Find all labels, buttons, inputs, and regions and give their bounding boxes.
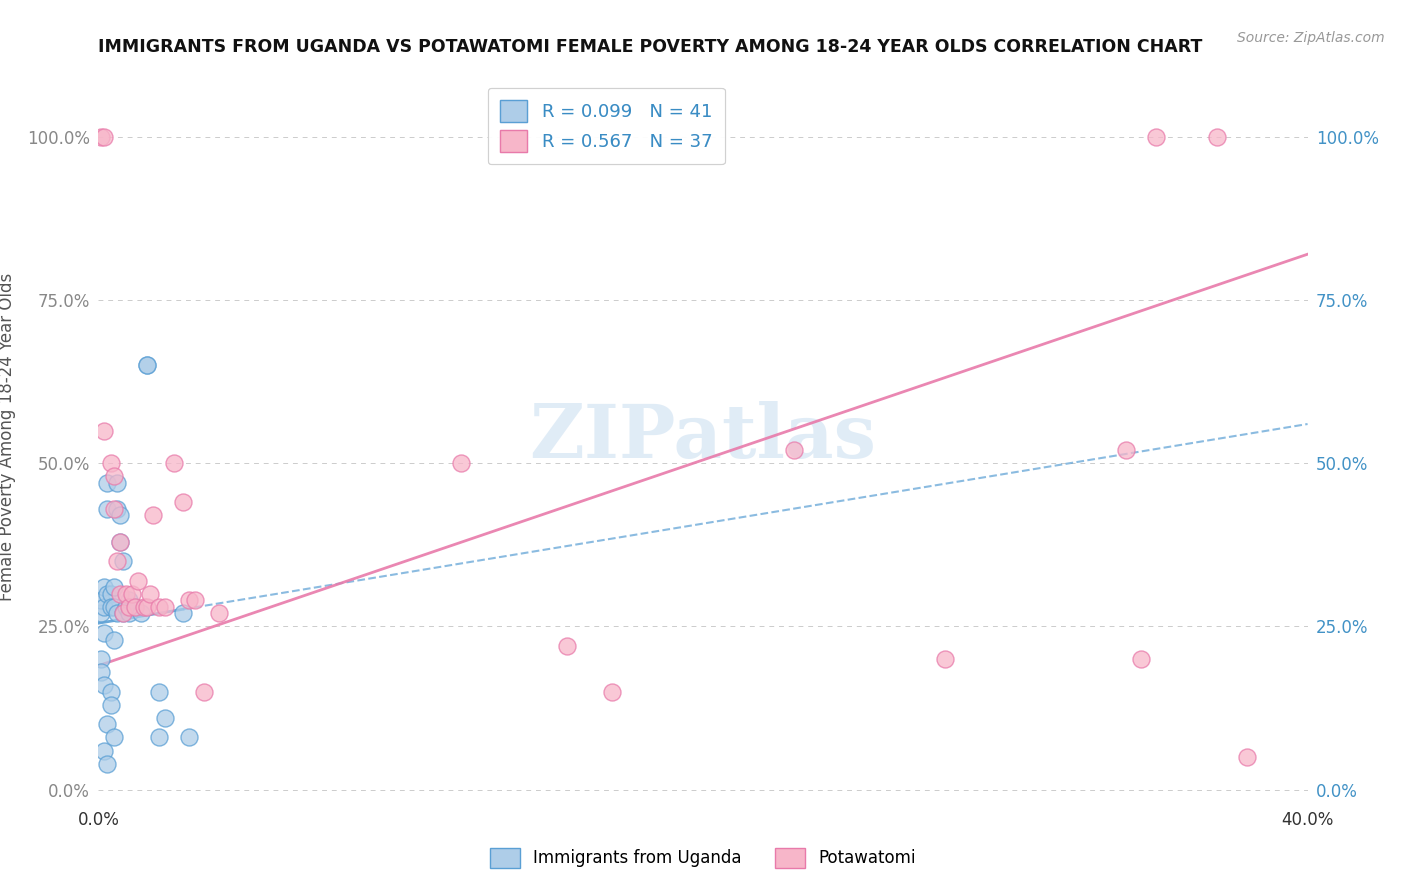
Point xyxy=(105,502,128,516)
Point xyxy=(105,554,128,568)
Point xyxy=(118,599,141,614)
Point xyxy=(100,698,122,712)
Point xyxy=(184,593,207,607)
Point xyxy=(1130,652,1153,666)
Point xyxy=(172,607,194,621)
Point xyxy=(1236,750,1258,764)
Point xyxy=(108,508,131,523)
Point xyxy=(602,685,624,699)
Point xyxy=(93,580,115,594)
Point xyxy=(96,756,118,771)
Point xyxy=(96,587,118,601)
Legend: Immigrants from Uganda, Potawatomi: Immigrants from Uganda, Potawatomi xyxy=(484,841,922,875)
Point xyxy=(163,456,186,470)
Point xyxy=(103,599,125,614)
Point xyxy=(93,626,115,640)
Point xyxy=(90,607,112,621)
Point xyxy=(103,731,125,745)
Point xyxy=(1144,129,1167,144)
Point xyxy=(103,580,125,594)
Point xyxy=(179,731,201,745)
Point xyxy=(153,711,176,725)
Point xyxy=(100,685,122,699)
Point xyxy=(142,508,165,523)
Legend: R = 0.099   N = 41, R = 0.567   N = 37: R = 0.099 N = 41, R = 0.567 N = 37 xyxy=(488,87,725,164)
Point xyxy=(103,469,125,483)
Point xyxy=(114,599,136,614)
Point xyxy=(555,639,578,653)
Point xyxy=(148,731,170,745)
Text: ZIPatlas: ZIPatlas xyxy=(530,401,876,474)
Point xyxy=(100,456,122,470)
Text: Source: ZipAtlas.com: Source: ZipAtlas.com xyxy=(1237,31,1385,45)
Point xyxy=(100,587,122,601)
Point xyxy=(93,129,115,144)
Point xyxy=(93,678,115,692)
Point xyxy=(90,129,112,144)
Y-axis label: Female Poverty Among 18-24 Year Olds: Female Poverty Among 18-24 Year Olds xyxy=(0,273,15,601)
Point xyxy=(93,424,115,438)
Point xyxy=(153,599,176,614)
Point xyxy=(148,685,170,699)
Point xyxy=(148,599,170,614)
Point xyxy=(90,652,112,666)
Point xyxy=(108,534,131,549)
Point xyxy=(96,502,118,516)
Point xyxy=(172,495,194,509)
Point xyxy=(783,443,806,458)
Point xyxy=(118,607,141,621)
Point xyxy=(135,358,157,372)
Point xyxy=(111,554,134,568)
Point xyxy=(934,652,956,666)
Point xyxy=(124,599,146,614)
Point xyxy=(129,607,152,621)
Point xyxy=(124,599,146,614)
Point xyxy=(1115,443,1137,458)
Point xyxy=(114,587,136,601)
Point xyxy=(208,607,231,621)
Point xyxy=(108,534,131,549)
Point xyxy=(103,632,125,647)
Point xyxy=(103,502,125,516)
Point xyxy=(127,574,149,588)
Point xyxy=(93,599,115,614)
Point xyxy=(1206,129,1229,144)
Point xyxy=(118,593,141,607)
Point xyxy=(90,665,112,680)
Text: IMMIGRANTS FROM UGANDA VS POTAWATOMI FEMALE POVERTY AMONG 18-24 YEAR OLDS CORREL: IMMIGRANTS FROM UGANDA VS POTAWATOMI FEM… xyxy=(98,38,1202,56)
Point xyxy=(93,743,115,757)
Point xyxy=(450,456,472,470)
Point xyxy=(105,607,128,621)
Point xyxy=(135,358,157,372)
Point xyxy=(179,593,201,607)
Point xyxy=(105,475,128,490)
Point xyxy=(108,587,131,601)
Point xyxy=(100,599,122,614)
Point xyxy=(111,607,134,621)
Point xyxy=(135,599,157,614)
Point xyxy=(132,599,155,614)
Point xyxy=(121,587,143,601)
Point xyxy=(90,593,112,607)
Point xyxy=(96,475,118,490)
Point xyxy=(139,587,162,601)
Point xyxy=(111,607,134,621)
Point xyxy=(96,717,118,731)
Point xyxy=(193,685,215,699)
